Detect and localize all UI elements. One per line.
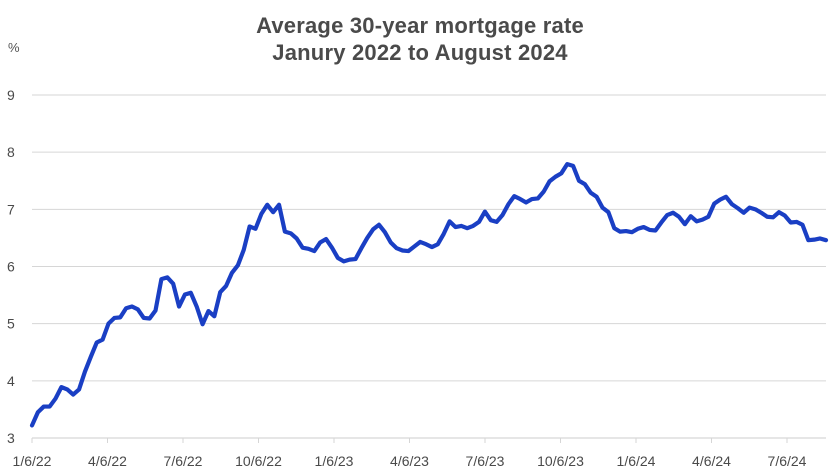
y-tick-label: 6 xyxy=(7,259,15,275)
x-tick-label: 4/6/24 xyxy=(692,453,731,469)
series-line xyxy=(29,162,829,428)
x-tick-label: 1/6/22 xyxy=(13,453,52,469)
y-tick-label: 7 xyxy=(7,201,15,217)
y-tick-label: 4 xyxy=(7,373,15,389)
x-tick-label: 1/6/24 xyxy=(617,453,656,469)
y-axis-unit-label: % xyxy=(8,40,20,55)
chart-title: Average 30-year mortgage rate xyxy=(256,13,584,38)
x-tick-labels: 1/6/22 4/6/22 7/6/22 10/6/22 1/6/23 4/6/23 7/6… xyxy=(13,438,807,469)
x-tick-label: 10/6/22 xyxy=(235,453,282,469)
y-tick-label: 5 xyxy=(7,316,15,332)
x-tick-label: 7/6/22 xyxy=(164,453,203,469)
x-tick-label: 7/6/24 xyxy=(768,453,807,469)
y-tick-label: 8 xyxy=(7,144,15,160)
x-tick-label: 4/6/22 xyxy=(88,453,127,469)
y-tick-label: 9 xyxy=(7,87,15,103)
x-tick-label: 1/6/23 xyxy=(315,453,354,469)
x-tick-label: 4/6/23 xyxy=(390,453,429,469)
x-tick-label: 10/6/23 xyxy=(537,453,584,469)
y-tick-label: 3 xyxy=(7,430,15,446)
y-tick-labels: 3 4 5 6 7 8 9 xyxy=(7,87,15,446)
x-tick-label: 7/6/23 xyxy=(466,453,505,469)
chart-subtitle: Janury 2022 to August 2024 xyxy=(272,40,568,65)
grid-lines xyxy=(32,94,826,439)
